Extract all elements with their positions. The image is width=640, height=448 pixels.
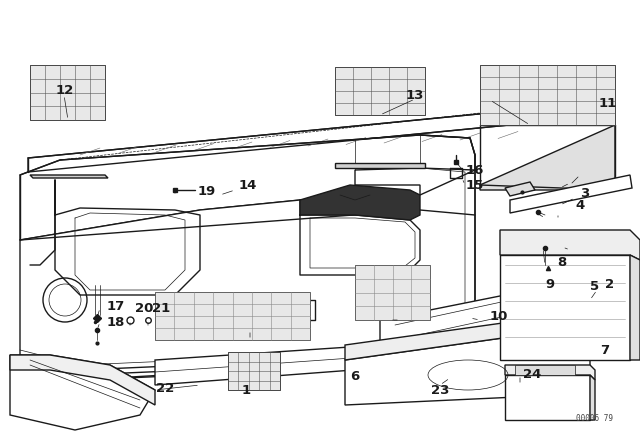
Polygon shape <box>335 163 425 168</box>
Text: 21: 21 <box>152 302 170 314</box>
Text: 23: 23 <box>431 383 449 396</box>
Text: 3: 3 <box>580 186 589 199</box>
Polygon shape <box>28 108 545 172</box>
Polygon shape <box>20 170 475 380</box>
Polygon shape <box>505 365 595 380</box>
Polygon shape <box>630 255 640 360</box>
Bar <box>355 265 430 320</box>
Text: 00006 79: 00006 79 <box>577 414 614 422</box>
Text: 11: 11 <box>599 96 617 109</box>
Text: 15: 15 <box>466 178 484 191</box>
Bar <box>155 292 310 340</box>
Text: 10: 10 <box>490 310 508 323</box>
Text: 6: 6 <box>350 370 359 383</box>
Text: 5: 5 <box>590 280 599 293</box>
Bar <box>30 65 105 120</box>
Text: 16: 16 <box>466 164 484 177</box>
Text: 24: 24 <box>523 369 541 382</box>
Text: 22: 22 <box>156 382 174 395</box>
Text: 4: 4 <box>575 198 584 211</box>
Text: 20: 20 <box>135 302 154 314</box>
Polygon shape <box>345 315 590 360</box>
Polygon shape <box>20 135 475 240</box>
Polygon shape <box>300 185 420 220</box>
Bar <box>228 352 280 390</box>
Text: 14: 14 <box>239 178 257 191</box>
Text: 12: 12 <box>56 83 74 96</box>
Polygon shape <box>345 330 590 405</box>
Polygon shape <box>500 230 640 260</box>
Text: 1: 1 <box>241 383 251 396</box>
Text: 13: 13 <box>406 89 424 102</box>
Text: 7: 7 <box>600 344 609 357</box>
Polygon shape <box>480 125 615 190</box>
Polygon shape <box>505 375 590 420</box>
Polygon shape <box>500 255 630 360</box>
Text: 19: 19 <box>198 185 216 198</box>
Polygon shape <box>510 175 632 213</box>
Polygon shape <box>10 355 155 405</box>
Polygon shape <box>380 280 595 350</box>
Text: 18: 18 <box>107 315 125 328</box>
Text: 17: 17 <box>107 301 125 314</box>
Text: 8: 8 <box>557 255 566 268</box>
Polygon shape <box>30 175 108 178</box>
Polygon shape <box>505 182 535 196</box>
Polygon shape <box>155 340 420 385</box>
Bar <box>480 65 615 125</box>
Polygon shape <box>515 365 575 375</box>
Text: 2: 2 <box>605 279 614 292</box>
Polygon shape <box>590 375 595 420</box>
Bar <box>335 67 425 115</box>
Text: 9: 9 <box>545 279 554 292</box>
Polygon shape <box>10 355 155 430</box>
